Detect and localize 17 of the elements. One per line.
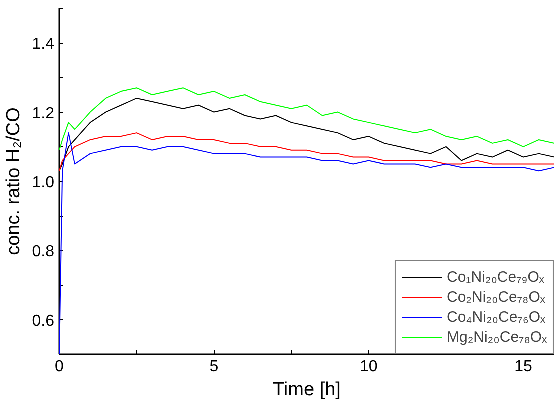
y-tick-label: 1.2 (32, 105, 55, 122)
x-tick-label: 10 (360, 358, 378, 376)
y-tick-label: 1.4 (32, 36, 55, 54)
line-series (59, 88, 554, 151)
y-axis-title: conc. ratio H₂/CO (3, 108, 24, 256)
x-tick-label: 5 (210, 358, 219, 376)
legend-label: Co₂Ni₂₀Ce₇₈Oₓ (446, 288, 546, 306)
line-series (59, 132, 554, 172)
x-tick-label: 15 (514, 358, 533, 376)
legend-label: Mg₂Ni₂₀Ce₇₈Oₓ (446, 328, 547, 346)
y-tick-label: 0.6 (32, 312, 55, 330)
x-axis-title: Time [h] (273, 380, 341, 400)
x-tick-label: 0 (55, 358, 64, 376)
legend-label: Co₁Ni₂₀Ce₇₉Oₓ (446, 268, 544, 286)
y-tick-label: 1.0 (32, 174, 55, 192)
y-tick-label: 0.8 (32, 244, 55, 261)
legend-label: Co₄Ni₂₀Ce₇₆Oₓ (446, 308, 546, 326)
